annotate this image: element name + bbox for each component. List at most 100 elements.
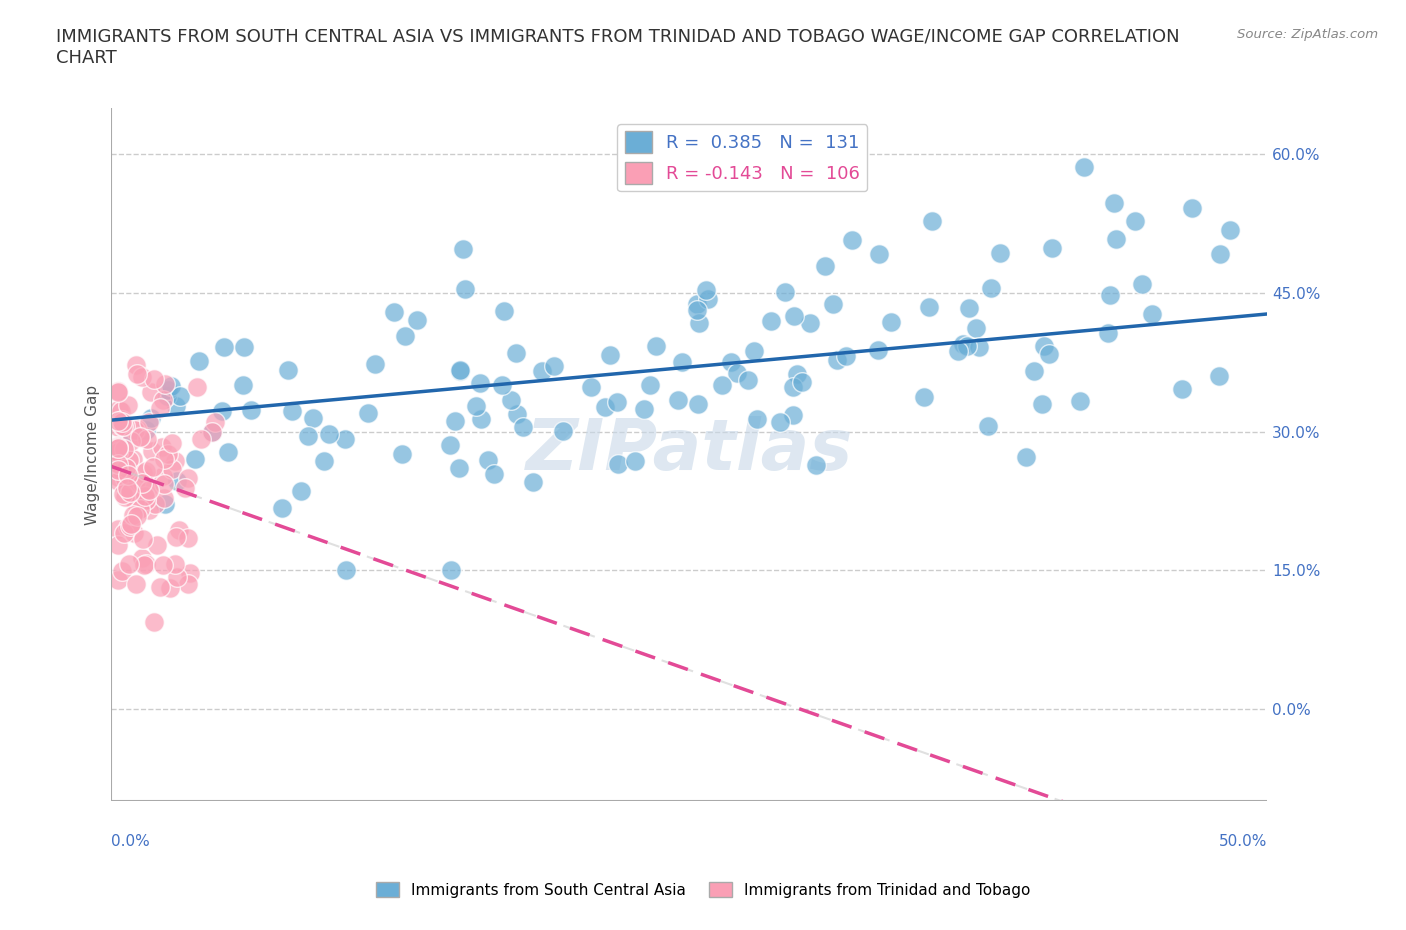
Point (440, 563, 463, 578)
Point (129, 429, 152, 444)
Point (149, 401, 172, 416)
Point (1170, 381, 1192, 396)
Point (980, 281, 1002, 296)
Point (737, 373, 759, 388)
Point (281, 404, 304, 418)
Point (825, 353, 848, 368)
Text: 0.0%: 0.0% (111, 834, 150, 849)
Point (271, 501, 294, 516)
Point (530, 364, 553, 379)
Point (1073, 160, 1095, 175)
Point (107, 470, 129, 485)
Point (125, 358, 148, 373)
Point (124, 577, 146, 591)
Point (214, 339, 236, 354)
Point (136, 482, 159, 497)
Point (131, 370, 153, 385)
Point (167, 523, 190, 538)
Point (394, 329, 416, 344)
Point (136, 432, 159, 446)
Point (112, 418, 135, 433)
Point (107, 473, 129, 488)
Point (623, 453, 645, 468)
Point (160, 436, 183, 451)
Point (977, 418, 1000, 433)
Point (112, 442, 135, 457)
Point (512, 419, 534, 434)
Point (465, 398, 488, 413)
Point (696, 292, 718, 307)
Point (125, 473, 148, 488)
Point (957, 300, 980, 315)
Point (107, 413, 129, 428)
Point (122, 525, 145, 540)
Point (152, 557, 174, 572)
Point (188, 354, 211, 369)
Point (201, 425, 224, 440)
Point (744, 343, 766, 358)
Point (117, 398, 139, 413)
Point (297, 429, 319, 444)
Point (447, 460, 470, 475)
Point (107, 572, 129, 587)
Point (1209, 246, 1232, 261)
Point (163, 454, 186, 469)
Point (177, 577, 200, 591)
Point (522, 475, 544, 490)
Point (177, 471, 200, 485)
Point (633, 402, 655, 417)
Point (152, 392, 174, 407)
Point (335, 563, 357, 578)
Point (143, 371, 166, 386)
Point (688, 396, 710, 411)
Point (391, 446, 413, 461)
Point (1219, 222, 1241, 237)
Point (124, 495, 146, 510)
Point (138, 502, 160, 517)
Point (790, 375, 813, 390)
Point (1032, 339, 1054, 353)
Point (211, 404, 233, 418)
Point (1040, 241, 1063, 256)
Point (551, 424, 574, 439)
Point (868, 246, 890, 261)
Point (108, 401, 131, 416)
Point (152, 477, 174, 492)
Point (128, 501, 150, 516)
Point (232, 378, 254, 392)
Point (695, 283, 717, 298)
Point (482, 466, 505, 481)
Point (492, 303, 515, 318)
Point (125, 421, 148, 436)
Point (357, 405, 380, 420)
Point (152, 451, 174, 466)
Point (711, 378, 734, 392)
Point (107, 441, 129, 456)
Point (107, 462, 129, 477)
Point (449, 364, 471, 379)
Legend: Immigrants from South Central Asia, Immigrants from Trinidad and Tobago: Immigrants from South Central Asia, Immi… (370, 875, 1036, 904)
Point (142, 614, 165, 629)
Point (686, 302, 709, 317)
Point (169, 389, 191, 404)
Point (204, 414, 226, 429)
Text: IMMIGRANTS FROM SOUTH CENTRAL ASIA VS IMMIGRANTS FROM TRINIDAD AND TOBAGO WAGE/I: IMMIGRANTS FROM SOUTH CENTRAL ASIA VS IM… (56, 28, 1180, 67)
Point (110, 413, 132, 428)
Point (156, 383, 179, 398)
Point (491, 378, 513, 392)
Point (132, 465, 155, 480)
Point (946, 343, 969, 358)
Point (451, 241, 474, 256)
Point (666, 393, 689, 408)
Point (1031, 396, 1053, 411)
Point (120, 517, 142, 532)
Point (125, 509, 148, 524)
Point (115, 461, 138, 476)
Point (152, 440, 174, 455)
Point (1015, 450, 1038, 465)
Point (107, 538, 129, 552)
Point (118, 453, 141, 468)
Point (823, 297, 845, 312)
Point (111, 453, 134, 468)
Point (967, 340, 990, 355)
